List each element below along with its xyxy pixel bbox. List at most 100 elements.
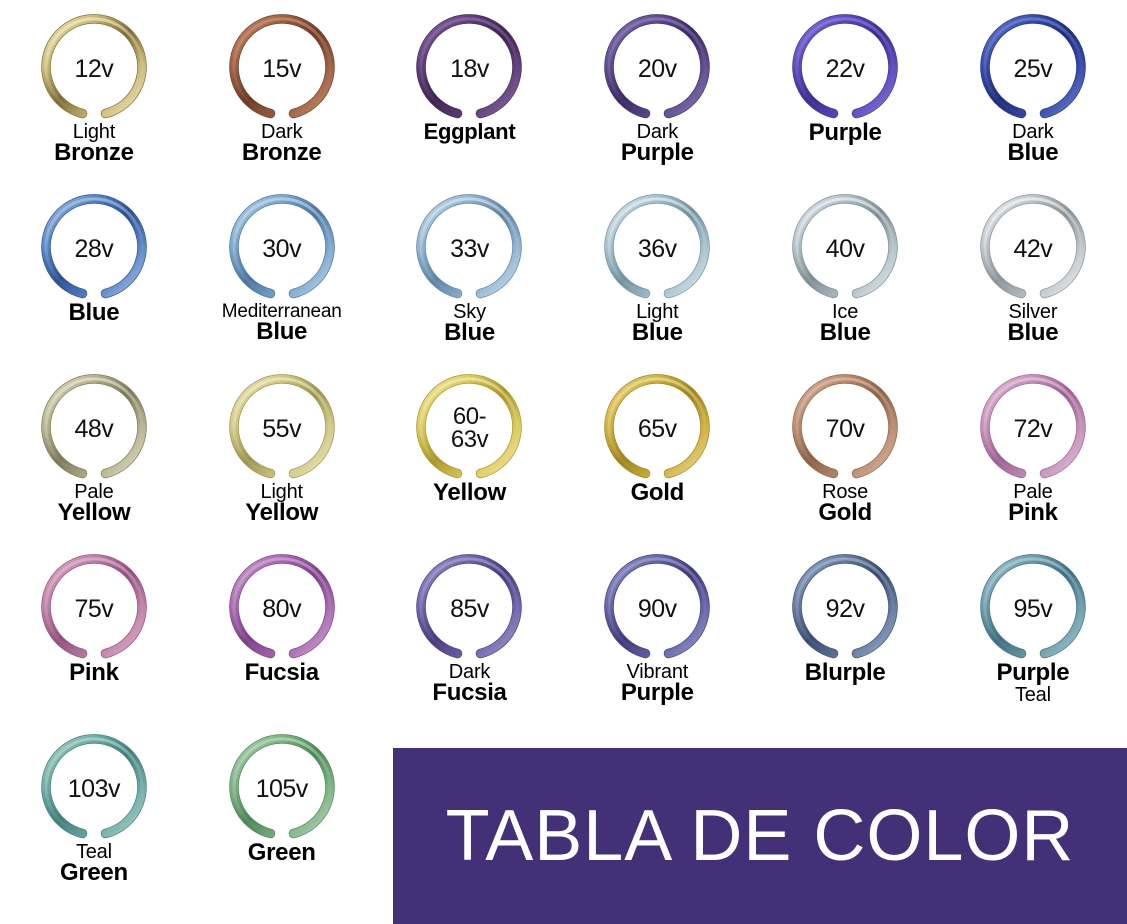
ring-icon: 95v xyxy=(977,552,1089,664)
ring-graphic xyxy=(604,14,711,119)
color-swatch[interactable]: 105v Green xyxy=(188,720,376,900)
swatch-name-label: Blue xyxy=(256,318,308,345)
ring-graphic xyxy=(228,14,335,119)
swatch-labels: Pale Pink xyxy=(939,482,1127,525)
color-swatch[interactable]: 20v Dark Purple xyxy=(563,0,751,180)
swatch-labels: Silver Blue xyxy=(939,302,1127,345)
color-swatch[interactable]: 65v Gold xyxy=(563,360,751,540)
color-swatch[interactable]: 48v Pale Yellow xyxy=(0,360,188,540)
ring-graphic xyxy=(792,374,898,479)
swatch-modifier-label: Teal xyxy=(75,841,112,863)
color-swatch[interactable]: 25v Dark Blue xyxy=(939,0,1127,180)
ring-icon: 103v xyxy=(38,732,150,844)
swatch-name-label: Blurple xyxy=(804,659,886,686)
swatch-modifier-label: Dark xyxy=(1012,121,1054,143)
swatch-labels: Pale Yellow xyxy=(0,482,188,525)
ring-icon: 12v xyxy=(38,12,150,124)
swatch-labels: Blurple xyxy=(751,659,939,686)
ring-graphic xyxy=(416,374,523,479)
swatch-modifier-label: Pale xyxy=(74,481,114,503)
ring-graphic xyxy=(228,194,335,299)
swatch-labels: Purple xyxy=(751,121,939,145)
ring-icon: 36v xyxy=(601,192,713,304)
swatch-labels: Dark Bronze xyxy=(188,122,376,165)
swatch-name-label: Eggplant xyxy=(423,119,516,144)
color-swatch[interactable]: 40v Ice Blue xyxy=(751,180,939,360)
color-swatch[interactable]: 90v Vibrant Purple xyxy=(563,540,751,720)
ring-icon: 70v xyxy=(789,372,901,484)
swatch-name-label: Blue xyxy=(68,299,120,326)
swatch-labels: Light Blue xyxy=(563,302,751,345)
ring-icon: 42v xyxy=(977,192,1089,304)
ring-graphic xyxy=(41,734,147,839)
color-swatch[interactable]: 72v Pale Pink xyxy=(939,360,1127,540)
swatch-name-label: Blue xyxy=(444,319,495,346)
swatch-code: 12v xyxy=(74,55,114,83)
color-swatch[interactable]: 28v Blue xyxy=(0,180,188,360)
color-swatch[interactable]: 22v Purple xyxy=(751,0,939,180)
ring-icon: 28v xyxy=(38,192,150,304)
swatch-labels: Gold xyxy=(563,481,751,505)
color-swatch[interactable]: 80v Fucsia xyxy=(188,540,376,720)
swatch-code: 105v xyxy=(255,775,309,803)
swatch-code: 55v xyxy=(262,415,302,443)
swatch-labels: Ice Blue xyxy=(751,302,939,345)
ring-graphic xyxy=(41,194,147,299)
swatch-code: 103v xyxy=(67,775,121,803)
color-swatch[interactable]: 103v Teal Green xyxy=(0,720,188,900)
swatch-modifier-label: Silver xyxy=(1008,301,1058,323)
swatch-name-label: Blue xyxy=(631,319,683,346)
color-swatch[interactable]: 92v Blurple xyxy=(751,540,939,720)
ring-graphic xyxy=(980,374,1086,479)
swatch-code: 20v xyxy=(637,55,677,83)
swatch-code: 48v xyxy=(74,415,114,443)
ring-icon: 18v xyxy=(413,12,525,124)
color-swatch[interactable]: 18v Eggplant xyxy=(376,0,564,180)
swatch-modifier-label: Rose xyxy=(822,481,869,503)
swatch-labels: Blue xyxy=(0,299,188,326)
swatch-name-label: Blue xyxy=(1007,139,1059,166)
ring-graphic xyxy=(792,14,898,119)
color-swatch[interactable]: 85v Dark Fucsia xyxy=(376,540,564,720)
swatch-code: 40v xyxy=(825,235,865,263)
swatch-code: 65v xyxy=(637,415,677,443)
swatch-code: 85v xyxy=(450,595,489,623)
swatch-code: 15v xyxy=(262,55,302,83)
swatch-name-label: Fucsia xyxy=(432,679,507,706)
ring-icon: 65v xyxy=(601,372,713,484)
color-swatch[interactable]: 12v Light Bronze xyxy=(0,0,188,180)
color-swatch[interactable]: 95v Purple Teal xyxy=(939,540,1127,720)
swatch-labels: Vibrant Purple xyxy=(563,662,751,705)
color-swatch[interactable]: 70v Rose Gold xyxy=(751,360,939,540)
color-swatch[interactable]: 30v Mediterranean Blue xyxy=(188,180,376,360)
ring-graphic xyxy=(228,554,335,659)
swatch-modifier-label: Dark xyxy=(260,121,303,143)
ring-graphic xyxy=(604,194,711,299)
ring-icon: 22v xyxy=(789,12,901,124)
ring-graphic xyxy=(604,554,711,659)
swatch-code: 75v xyxy=(74,595,114,623)
ring-graphic xyxy=(980,554,1086,659)
swatch-name-label: Pink xyxy=(69,659,119,686)
swatch-name-label: Bronze xyxy=(54,139,134,166)
ring-icon: 80v xyxy=(226,552,338,664)
color-swatch[interactable]: 55v Light Yellow xyxy=(188,360,376,540)
swatch-labels: Teal Green xyxy=(0,842,188,885)
swatch-name-label: Gold xyxy=(818,499,872,526)
color-swatch[interactable]: 60- 63v Yellow xyxy=(376,360,564,540)
color-swatch[interactable]: 36v Light Blue xyxy=(563,180,751,360)
swatch-labels: Pink xyxy=(0,659,188,686)
swatch-name-label: Yellow xyxy=(57,499,131,526)
ring-icon: 85v xyxy=(413,552,525,664)
swatch-labels: Dark Blue xyxy=(939,122,1127,165)
swatch-name-label: Bronze xyxy=(241,139,322,166)
color-swatch[interactable]: 42v Silver Blue xyxy=(939,180,1127,360)
swatch-modifier-label: Light xyxy=(260,481,304,503)
color-swatch[interactable]: 75v Pink xyxy=(0,540,188,720)
swatch-name-label: Fucsia xyxy=(244,659,320,686)
swatch-name-label: Pink xyxy=(1008,499,1058,526)
swatch-code: 28v xyxy=(74,235,114,263)
color-swatch[interactable]: 15v Dark Bronze xyxy=(188,0,376,180)
color-swatch[interactable]: 33v Sky Blue xyxy=(376,180,564,360)
ring-graphic xyxy=(792,554,898,659)
